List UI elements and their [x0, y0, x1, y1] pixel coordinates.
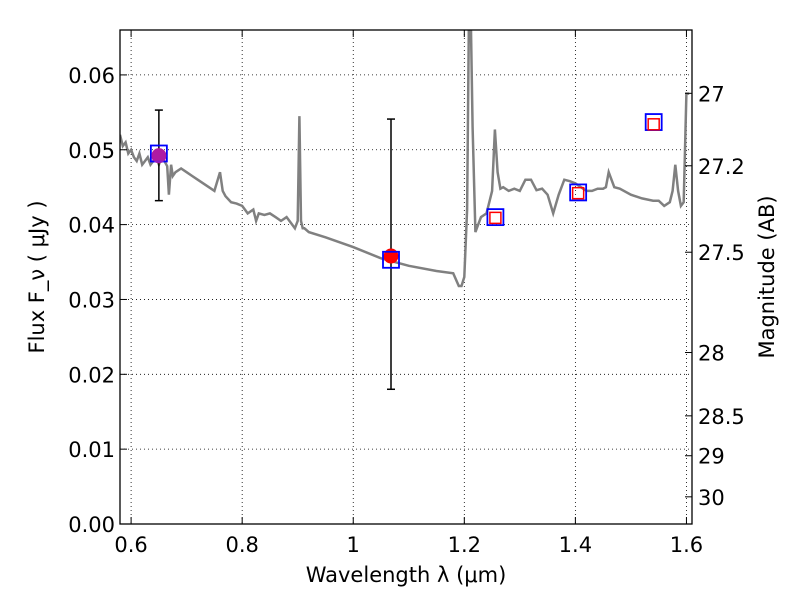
- template-spectrum-line: [120, 30, 690, 288]
- photometry-markers: [149, 109, 663, 391]
- model-blue-square: [486, 208, 505, 227]
- x-tick-label: 0.6: [114, 533, 147, 557]
- model-red-square: [571, 186, 585, 200]
- template-spectrum: [120, 30, 690, 288]
- x-tick-label: 1: [347, 533, 360, 557]
- right-tick-label: 28.5: [698, 405, 745, 429]
- plot-frame: [119, 29, 693, 525]
- x-tick-label: 0.8: [225, 533, 258, 557]
- x-tick-label: 1.4: [559, 533, 592, 557]
- x-tick-label: 1.2: [448, 533, 481, 557]
- y-tick-label: 0.06: [68, 64, 115, 88]
- right-axis-label: Magnitude (AB): [755, 195, 779, 358]
- y-tick-label: 0.01: [68, 438, 115, 462]
- y-axis-label: Flux F_ν ( μJy ): [25, 200, 50, 353]
- right-tick-label: 30: [698, 486, 725, 510]
- y-tick-label: 0.05: [68, 139, 115, 163]
- x-axis-label: Wavelength λ (μm): [306, 563, 507, 587]
- y-tick-label: 0.04: [68, 214, 115, 238]
- x-tick-label: 1.6: [670, 533, 703, 557]
- observed-point-overlap: [151, 148, 167, 164]
- right-tick-label: 29: [698, 445, 725, 469]
- model-blue-square: [569, 183, 588, 202]
- model-red-square: [489, 211, 502, 225]
- right-tick-label: 27.5: [698, 241, 745, 265]
- y-tick-label: 0.00: [68, 513, 115, 537]
- axis-ticks: 0.6 0.8 1 1.2 1.4 1.6 0.00 0.01 0.02 0.03 0.04 0.05…: [68, 30, 745, 557]
- model-red-square: [647, 118, 660, 131]
- right-tick-label: 27.2: [698, 155, 745, 179]
- y-tick-label: 0.03: [68, 288, 115, 312]
- model-blue-square: [382, 250, 400, 269]
- grid-lines: [120, 30, 692, 525]
- right-tick-label: 27: [698, 82, 725, 106]
- y-tick-label: 0.02: [68, 363, 115, 387]
- right-tick-label: 28: [698, 342, 725, 366]
